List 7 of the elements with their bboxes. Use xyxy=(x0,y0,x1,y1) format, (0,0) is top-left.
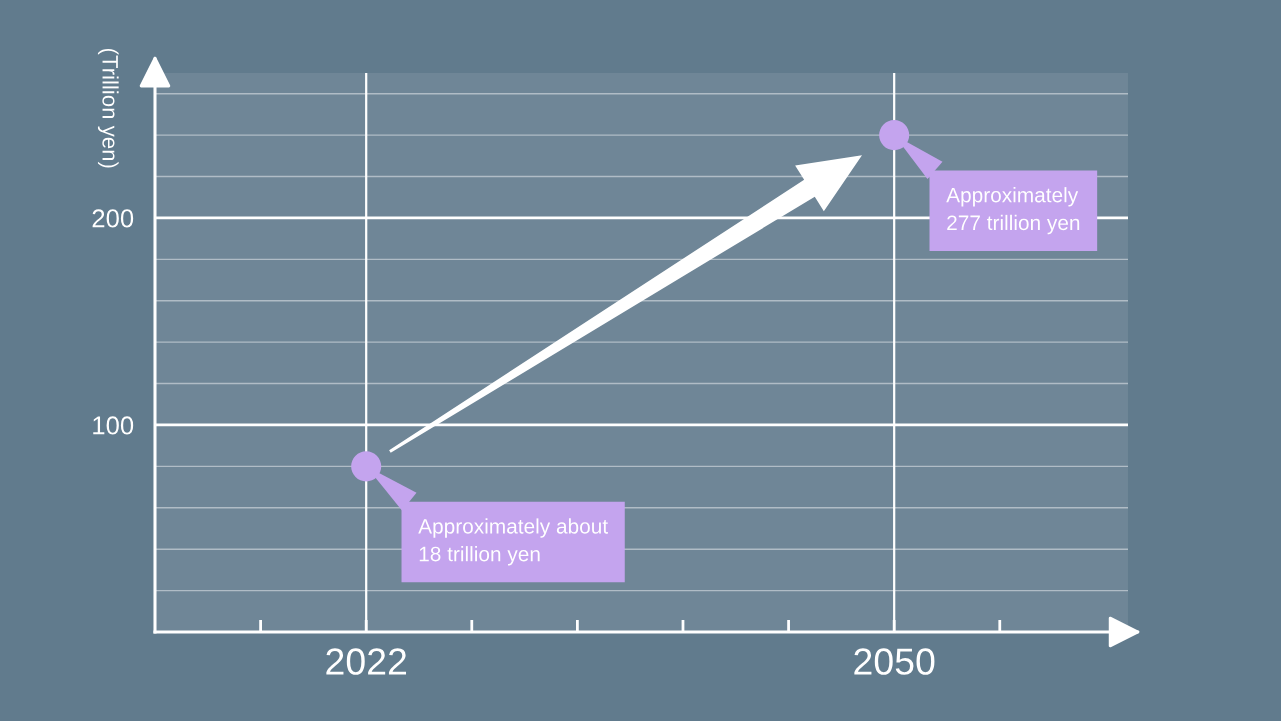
x-tick-label: 2022 xyxy=(326,648,407,675)
y-tick-label: 100 xyxy=(93,416,134,435)
y-tick-label: 200 xyxy=(92,209,134,228)
annotation: Approximately about 18 trillion yen xyxy=(418,518,608,566)
x-tick-label: 2050 xyxy=(854,648,935,675)
y-axis-title: (Trillion yen) xyxy=(97,48,119,168)
annotation: Approximately 277 trillion yen xyxy=(946,187,1080,235)
